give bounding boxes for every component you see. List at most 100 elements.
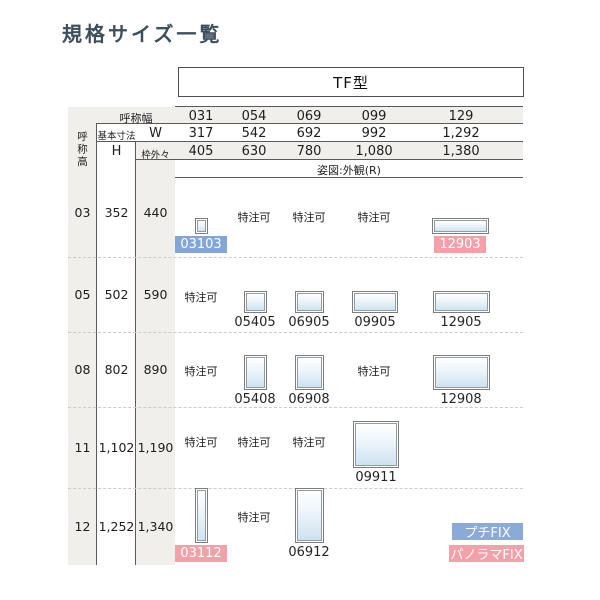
col-w-value: 317 <box>188 126 214 141</box>
col-frame-value: 1,080 <box>355 144 393 159</box>
view-label: 姿図:外観(R) <box>317 164 381 177</box>
row-separator <box>68 407 523 408</box>
window-diagram-09905 <box>352 291 398 313</box>
row-frame-value: 1,340 <box>137 519 174 534</box>
table-line-under-view <box>175 177 523 178</box>
window-pane <box>197 220 206 232</box>
window-label: 05405 <box>234 315 276 330</box>
row-frame-value: 440 <box>143 205 168 220</box>
window-diagram-06908 <box>295 355 324 390</box>
window-pane <box>434 220 487 232</box>
row-frame-value: 890 <box>143 362 168 377</box>
col-frame-value: 780 <box>296 144 322 159</box>
col-w-value: 992 <box>361 126 387 141</box>
table-line-under-w <box>97 141 523 142</box>
legend-panorama-fix-badge: パノラマFIX <box>449 545 524 563</box>
window-diagram-12908 <box>433 355 490 390</box>
table-line-under-colcodes <box>97 123 523 124</box>
col-w-value: 542 <box>241 126 267 141</box>
row-code: 03 <box>74 205 91 220</box>
cell-custom-order: 特注可 <box>184 291 218 304</box>
cell-custom-order: 特注可 <box>292 436 326 449</box>
col-code: 054 <box>241 109 267 124</box>
window-pane <box>297 357 322 388</box>
window-diagram-05408 <box>244 355 267 390</box>
window-pane <box>297 293 322 311</box>
cell-custom-order: 特注可 <box>237 511 271 524</box>
col-axis-row-bg <box>97 107 523 123</box>
window-pane <box>435 357 488 388</box>
window-label: 06908 <box>288 392 330 407</box>
frame-row-bg <box>175 142 523 159</box>
row-code: 05 <box>74 287 91 302</box>
cell-custom-order: 特注可 <box>292 211 326 224</box>
frame-column-bg <box>136 142 175 565</box>
window-diagram-12903 <box>432 218 489 234</box>
table-line-under-frame <box>136 159 523 160</box>
legend-petit-fix-badge: プチFIX <box>452 523 523 541</box>
row-h-value: 502 <box>104 287 129 302</box>
row-frame-value: 590 <box>143 287 168 302</box>
window-label: 12903 <box>420 236 500 253</box>
window-diagram-06912 <box>295 488 324 543</box>
w-label: W <box>149 126 162 141</box>
col-code: 099 <box>361 109 387 124</box>
row-h-value: 352 <box>104 205 129 220</box>
row-code: 12 <box>74 519 91 534</box>
col-code: 129 <box>448 109 474 124</box>
window-code-badge: 03103 <box>175 236 227 253</box>
col-code: 031 <box>188 109 214 124</box>
window-label: 12905 <box>440 315 482 330</box>
window-pane <box>297 490 322 541</box>
window-diagram-09911 <box>353 421 399 468</box>
col-axis-label: 呼称幅 <box>119 112 153 125</box>
cell-custom-order: 特注可 <box>357 365 391 378</box>
frame-out-label: 枠外々 <box>141 150 170 161</box>
page-title: 規格サイズ一覧 <box>62 22 223 46</box>
col-frame-value: 405 <box>188 144 214 159</box>
row-axis-label: 呼称高 <box>76 131 88 169</box>
window-code-badge: 03112 <box>175 545 227 562</box>
window-pane <box>435 293 488 311</box>
window-label: 03112 <box>161 545 241 562</box>
window-label: 03103 <box>161 236 241 253</box>
window-label: 12908 <box>440 392 482 407</box>
window-label: 05408 <box>234 392 276 407</box>
row-h-value: 1,252 <box>98 519 135 534</box>
row-code: 08 <box>74 362 91 377</box>
table-line-top <box>175 106 523 107</box>
cell-custom-order: 特注可 <box>184 436 218 449</box>
col-w-value: 692 <box>296 126 322 141</box>
window-pane <box>197 490 206 541</box>
row-code: 11 <box>74 440 91 455</box>
window-pane <box>246 293 265 311</box>
window-label: 06912 <box>288 545 330 560</box>
type-header-box: TF型 <box>178 67 524 97</box>
row-h-value: 802 <box>104 362 129 377</box>
window-pane <box>246 357 265 388</box>
window-label: 09911 <box>355 470 397 485</box>
window-code-badge: 12903 <box>434 236 486 253</box>
window-diagram-03112 <box>195 488 208 543</box>
window-pane <box>355 423 397 466</box>
row-h-value: 1,102 <box>98 440 135 455</box>
cell-custom-order: 特注可 <box>184 365 218 378</box>
window-label: 09905 <box>354 315 396 330</box>
row-frame-value: 1,190 <box>137 440 174 455</box>
window-diagram-05405 <box>244 291 267 313</box>
window-diagram-06905 <box>295 291 324 313</box>
row-code-column-bg <box>68 107 97 565</box>
h-label: H <box>111 144 122 159</box>
window-pane <box>354 293 396 311</box>
row-separator <box>68 257 523 258</box>
col-frame-value: 1,380 <box>442 144 480 159</box>
cell-custom-order: 特注可 <box>237 211 271 224</box>
col-frame-value: 630 <box>241 144 267 159</box>
row-separator <box>68 332 523 333</box>
cell-custom-order: 特注可 <box>357 211 391 224</box>
table-vline-2 <box>135 141 136 565</box>
col-code: 069 <box>296 109 322 124</box>
window-diagram-12905 <box>433 291 490 313</box>
table-vline-1 <box>96 123 97 565</box>
